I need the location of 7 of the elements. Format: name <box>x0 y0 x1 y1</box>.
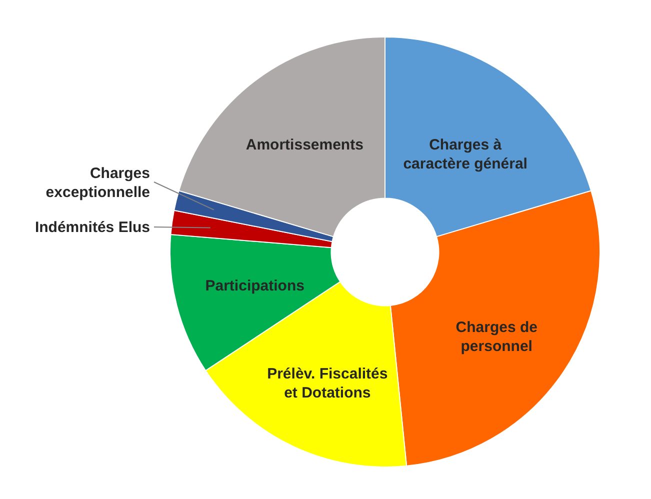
slice-label: Charges à caractère général <box>403 136 528 172</box>
slice-label: Participations <box>205 277 304 294</box>
slice-label: Indémnités Elus <box>34 219 150 236</box>
slice-label: Charges exceptionnelle <box>46 165 150 201</box>
slice-label: Prélèv. Fiscalités et Dotations <box>267 365 388 402</box>
slice-label: Amortissements <box>246 136 364 154</box>
slice-label: Charges de personnel <box>456 318 538 355</box>
